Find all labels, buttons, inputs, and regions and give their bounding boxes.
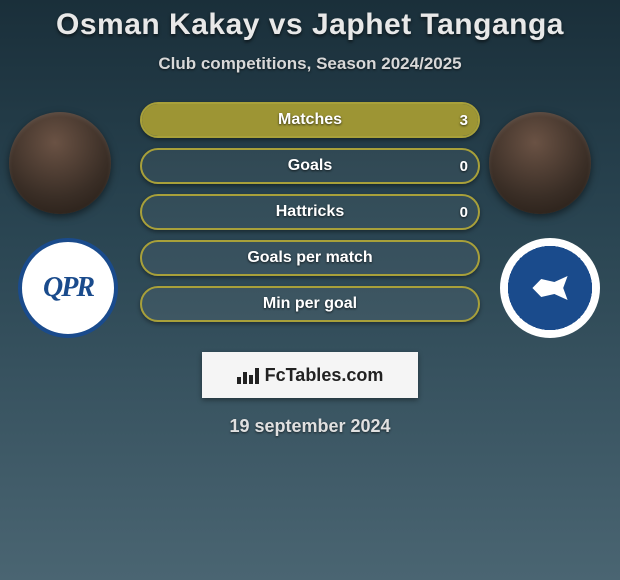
stat-row: Goals per match: [140, 240, 480, 276]
subtitle: Club competitions, Season 2024/2025: [0, 54, 620, 74]
stat-row: Matches3: [140, 102, 480, 138]
stat-label: Hattricks: [142, 196, 478, 228]
stat-label: Min per goal: [142, 288, 478, 320]
chart-icon: [237, 366, 259, 384]
stat-label: Matches: [142, 104, 478, 136]
stat-row: Hattricks0: [140, 194, 480, 230]
stat-label: Goals: [142, 150, 478, 182]
stat-value-right: 3: [460, 104, 468, 136]
club-badge-right: [500, 238, 600, 338]
stat-bars: Matches3Goals0Hattricks0Goals per matchM…: [140, 102, 480, 332]
stat-label: Goals per match: [142, 242, 478, 274]
date-text: 19 september 2024: [0, 416, 620, 437]
comparison-area: Matches3Goals0Hattricks0Goals per matchM…: [0, 102, 620, 342]
stat-row: Min per goal: [140, 286, 480, 322]
branding-banner: FcTables.com: [202, 352, 418, 398]
branding-text: FcTables.com: [265, 365, 384, 386]
stat-value-right: 0: [460, 196, 468, 228]
page-title: Osman Kakay vs Japhet Tanganga: [0, 8, 620, 42]
player-right-photo: [489, 112, 591, 214]
club-badge-left: [18, 238, 118, 338]
player-left-photo: [9, 112, 111, 214]
stat-row: Goals0: [140, 148, 480, 184]
stat-value-right: 0: [460, 150, 468, 182]
comparison-infographic: Osman Kakay vs Japhet Tanganga Club comp…: [0, 0, 620, 437]
